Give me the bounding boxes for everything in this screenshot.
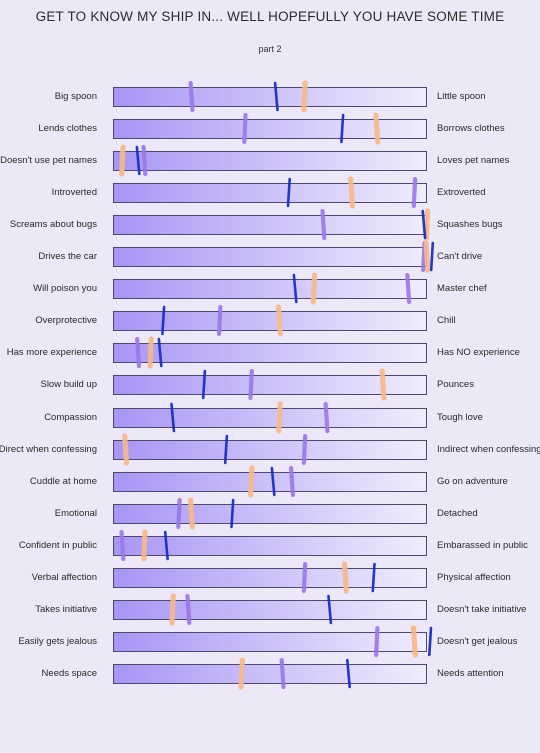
left-trait-label: Needs space <box>41 668 97 679</box>
spectrum-row: Will poison you Master chef <box>0 279 540 301</box>
left-trait-label: Big spoon <box>54 91 97 102</box>
right-trait-label: Has NO experience <box>437 347 520 358</box>
right-trait-label: Chill <box>437 315 456 326</box>
right-trait-label: Pounces <box>437 379 474 390</box>
spectrum-bar <box>113 375 427 395</box>
spectrum-row: Verbal affection Physical affection <box>0 568 540 590</box>
spectrum-row: Emotional Detached <box>0 504 540 526</box>
spectrum-bar <box>113 440 427 460</box>
right-trait-label: Squashes bugs <box>437 219 503 230</box>
right-trait-label: Can't drive <box>437 251 483 262</box>
left-trait-label: Slow build up <box>40 379 97 390</box>
spectrum-row: Slow build up Pounces <box>0 375 540 397</box>
left-trait-label: Cuddle at home <box>29 476 97 487</box>
spectrum-bar <box>113 472 427 492</box>
spectrum-bar <box>113 632 427 652</box>
spectrum-bar <box>113 151 427 171</box>
left-trait-label: Takes initiative <box>35 604 97 615</box>
left-trait-label: Confident in public <box>18 540 97 551</box>
spectrum-row: Doesn't use pet names Loves pet names <box>0 151 540 173</box>
left-trait-label: Will poison you <box>33 283 97 294</box>
spectrum-bar <box>113 408 427 428</box>
left-trait-label: Easily gets jealous <box>18 636 97 647</box>
right-trait-label: Loves pet names <box>437 155 510 166</box>
right-trait-label: Indirect when confessing <box>437 444 540 455</box>
spectrum-bar <box>113 215 427 235</box>
spectrum-bar <box>113 247 427 267</box>
right-trait-label: Embarassed in public <box>437 540 528 551</box>
spectrum-bar <box>113 504 427 524</box>
left-trait-label: Has more experience <box>6 347 97 358</box>
spectrum-row: Compassion Tough love <box>0 408 540 430</box>
spectrum-row: Screams about bugs Squashes bugs <box>0 215 540 237</box>
spectrum-row: Lends clothes Borrows clothes <box>0 119 540 141</box>
left-trait-label: Direct when confessing <box>0 444 97 455</box>
spectrum-bar <box>113 183 427 203</box>
left-trait-label: Introverted <box>51 187 97 198</box>
left-trait-label: Drives the car <box>38 251 97 262</box>
left-trait-label: Compassion <box>44 412 97 423</box>
spectrum-row: Drives the car Can't drive <box>0 247 540 269</box>
spectrum-bar <box>113 119 427 139</box>
right-trait-label: Physical affection <box>437 572 511 583</box>
left-trait-label: Verbal affection <box>31 572 97 583</box>
spectrum-bar <box>113 536 427 556</box>
right-trait-label: Detached <box>437 508 478 519</box>
spectrum-row: Overprotective Chill <box>0 311 540 333</box>
left-trait-label: Lends clothes <box>38 123 97 134</box>
spectrum-row: Takes initiative Doesn't take initiative <box>0 600 540 622</box>
page-subtitle: part 2 <box>258 44 282 54</box>
spectrum-row: Confident in public Embarassed in public <box>0 536 540 558</box>
right-trait-label: Needs attention <box>437 668 504 679</box>
spectrum-row: Big spoon Little spoon <box>0 87 540 109</box>
spectrum-bar <box>113 279 427 299</box>
left-trait-label: Overprotective <box>35 315 97 326</box>
right-trait-label: Little spoon <box>437 91 486 102</box>
right-trait-label: Borrows clothes <box>437 123 505 134</box>
left-trait-label: Emotional <box>54 508 97 519</box>
spectrum-bar <box>113 568 427 588</box>
spectrum-bar <box>113 600 427 620</box>
spectrum-row: Easily gets jealous Doesn't get jealous <box>0 632 540 654</box>
right-trait-label: Extroverted <box>437 187 486 198</box>
right-trait-label: Doesn't get jealous <box>437 636 518 647</box>
spectrum-bar <box>113 311 427 331</box>
page-title: GET TO KNOW MY SHIP IN... WELL HOPEFULLY… <box>35 9 505 24</box>
left-trait-label: Screams about bugs <box>9 219 97 230</box>
right-trait-label: Go on adventure <box>437 476 508 487</box>
spectrum-bar <box>113 87 427 107</box>
spectrum-row: Cuddle at home Go on adventure <box>0 472 540 494</box>
right-trait-label: Tough love <box>437 412 483 423</box>
spectrum-row: Needs space Needs attention <box>0 664 540 686</box>
spectrum-row: Introverted Extroverted <box>0 183 540 205</box>
spectrum-bar <box>113 664 427 684</box>
right-trait-label: Doesn't take initiative <box>437 604 527 615</box>
spectrum-row: Has more experience Has NO experience <box>0 343 540 365</box>
right-trait-label: Master chef <box>437 283 487 294</box>
left-trait-label: Doesn't use pet names <box>0 155 97 166</box>
spectrum-row: Direct when confessing Indirect when conf… <box>0 440 540 462</box>
spectrum-bar <box>113 343 427 363</box>
